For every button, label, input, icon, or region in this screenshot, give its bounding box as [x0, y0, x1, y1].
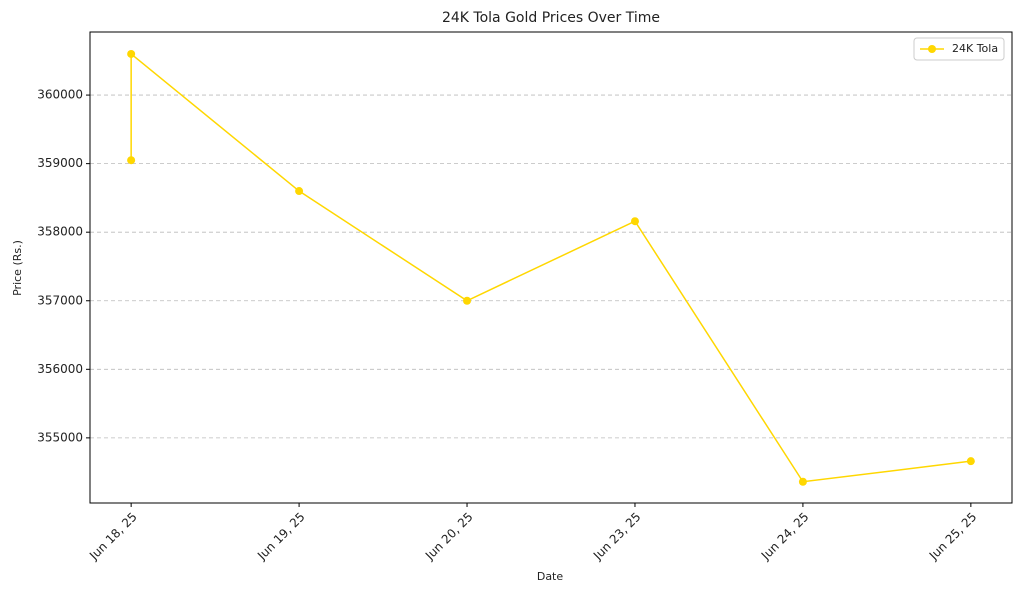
y-tick-label: 359000	[37, 156, 83, 170]
y-tick-label: 355000	[37, 430, 83, 444]
legend-label: 24K Tola	[952, 42, 998, 55]
point	[127, 49, 136, 58]
legend-marker	[928, 45, 936, 53]
y-axis-label: Price (Rs.)	[11, 240, 24, 296]
chart-title: 24K Tola Gold Prices Over Time	[442, 10, 660, 26]
y-tick-label: 357000	[37, 293, 83, 307]
point	[798, 477, 807, 486]
point	[127, 156, 136, 165]
point	[295, 187, 304, 196]
legend-box	[913, 37, 1005, 61]
x-axis-label: Date	[537, 570, 564, 583]
point	[463, 296, 472, 305]
y-tick-label: 360000	[37, 88, 83, 102]
y-tick-label: 356000	[37, 362, 83, 376]
point	[966, 457, 975, 466]
point	[630, 217, 639, 226]
y-tick-label: 358000	[37, 225, 83, 239]
plot-frame	[89, 31, 1013, 504]
